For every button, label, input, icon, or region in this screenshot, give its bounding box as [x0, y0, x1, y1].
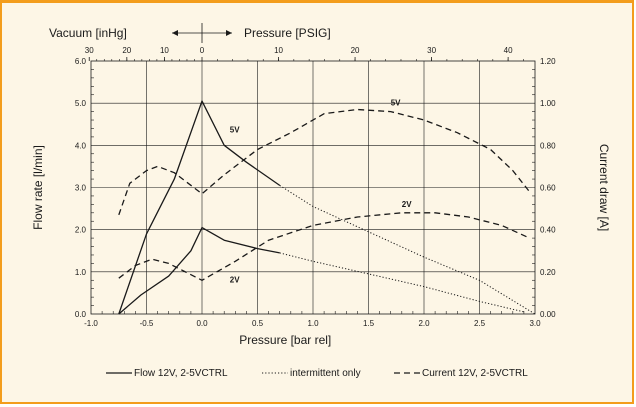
series-line-dashed — [118, 108, 531, 216]
top-axis-tick-label: 20 — [351, 46, 360, 55]
legend-label: Current 12V, 2-5VCTRL — [422, 368, 528, 379]
top-axis-tick-label: 0 — [200, 46, 205, 55]
y2-tick-label: 0.80 — [540, 141, 556, 150]
top-axis-tick-label: 30 — [427, 46, 436, 55]
x-axis-label: Pressure [bar rel] — [239, 333, 331, 347]
top-axis-tick-label: 20 — [122, 46, 131, 55]
curve-label: 2V — [402, 200, 412, 209]
series-line-dotted — [279, 252, 525, 313]
x-tick-label: 2.5 — [474, 319, 486, 328]
chart-series: 5V 5V 2V 2V — [118, 99, 536, 315]
top-axis-vacuum-label: Vacuum [inHg] — [49, 26, 127, 40]
legend-label: Flow 12V, 2-5VCTRL — [134, 368, 228, 379]
legend-label: intermittent only — [290, 368, 361, 379]
x-tick-label: 0.0 — [196, 319, 208, 328]
top-axis-tick-label: 30 — [85, 46, 94, 55]
y-tick-label: 6.0 — [75, 57, 87, 66]
series-line-solid — [118, 226, 280, 315]
y-tick-label: 5.0 — [75, 99, 87, 108]
curve-label: 5V — [230, 126, 240, 135]
plot-area — [90, 60, 536, 315]
top-axis-tick-label: 10 — [274, 46, 283, 55]
y2-tick-label: 0.40 — [540, 226, 556, 235]
y2-tick-label: 1.00 — [540, 99, 556, 108]
y-tick-label: 0.0 — [75, 310, 87, 319]
x-tick-label: 2.0 — [418, 319, 430, 328]
top-axis-pressure-label: Pressure [PSIG] — [244, 26, 331, 40]
curve-label: 2V — [230, 275, 240, 284]
legend: Flow 12V, 2-5VCTRL intermittent only Curre… — [106, 368, 528, 379]
x-tick-label: 1.5 — [363, 319, 375, 328]
double-arrow-icon — [172, 23, 232, 43]
y2-tick-label: 1.20 — [540, 57, 556, 66]
curve-label: 5V — [391, 99, 401, 108]
top-axis-tick-label: 40 — [504, 46, 513, 55]
y-axis-label: Flow rate [l/min] — [31, 145, 45, 230]
y-tick-label: 4.0 — [75, 141, 87, 150]
y-tick-label: 2.0 — [75, 226, 87, 235]
series-line-solid — [118, 100, 281, 315]
x-tick-label: 3.0 — [529, 319, 541, 328]
x-tick-label: 0.5 — [252, 319, 264, 328]
y2-tick-label: 0.60 — [540, 184, 556, 193]
top-axis-tick-label: 10 — [160, 46, 169, 55]
series-line-dashed — [118, 212, 530, 281]
y2-tick-label: 0.00 — [540, 310, 556, 319]
x-tick-label: 1.0 — [307, 319, 319, 328]
x-tick-label: -1.0 — [84, 319, 98, 328]
arrow-head-right — [226, 30, 232, 36]
x-tick-label: -0.5 — [140, 319, 154, 328]
y-tick-label: 3.0 — [75, 184, 87, 193]
plot-grid — [91, 61, 535, 314]
axis-ticks: -1.0 -0.5 0.0 0.5 1.0 1.5 2.0 2.5 3.0 0.0 1.0 2.0 3.… — [75, 46, 556, 328]
y-tick-label: 1.0 — [75, 268, 87, 277]
y2-tick-label: 0.20 — [540, 268, 556, 277]
series-line-dotted — [279, 184, 536, 315]
y2-axis-label: Current draw [A] — [597, 144, 611, 231]
arrow-head-left — [172, 30, 178, 36]
